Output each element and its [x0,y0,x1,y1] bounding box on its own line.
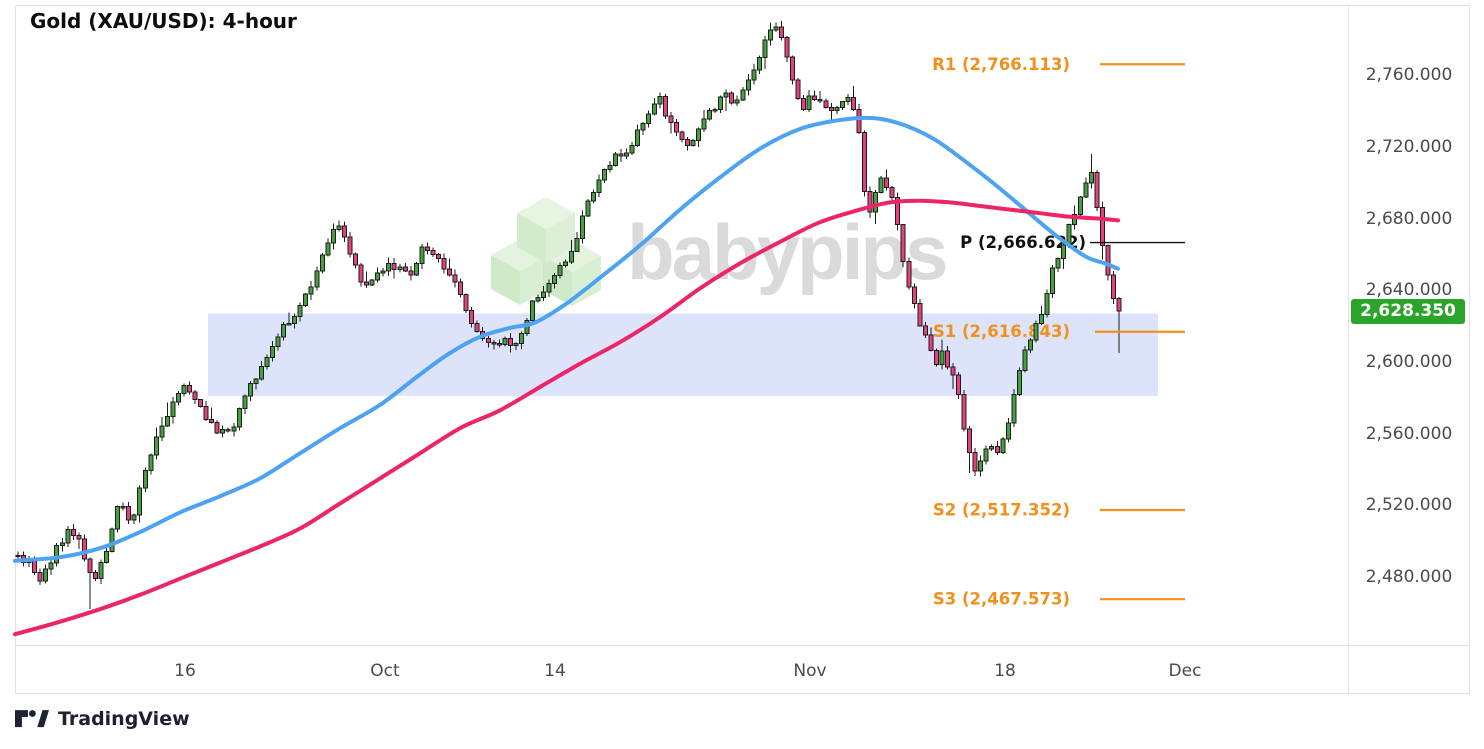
chart-frame [15,5,1470,694]
pivot-label-p: P (2,666.622) [960,233,1086,252]
y-tick-2480: 2,480.000 [1365,566,1453,587]
slow-ma-line [13,198,1120,637]
y-tick-2760: 2,760.000 [1365,65,1453,86]
y-tick-2600: 2,600.000 [1365,351,1453,372]
babypips-cubes-icon [491,197,601,306]
babypips-watermark: babypips [487,196,948,308]
pivot-label-s1: S1 (2,616.843) [933,322,1070,341]
price-axis-separator [1348,5,1349,694]
y-tick-2520: 2,520.000 [1365,495,1453,516]
x-label-18: 18 [994,661,1016,681]
pivot-label-s2: S2 (2,517.352) [933,500,1070,519]
chart-title: Gold (XAU/USD): 4-hour [30,9,297,33]
y-tick-2680: 2,680.000 [1365,208,1453,229]
y-tick-2640: 2,640.000 [1365,280,1453,301]
tradingview-brand-text: TradingView [58,708,190,730]
x-label-16: 16 [174,661,196,681]
y-tick-2560: 2,560.000 [1365,423,1453,444]
x-label-dec: Dec [1168,661,1202,681]
x-label-nov: Nov [793,661,827,681]
fast-ma-line [13,115,1120,563]
y-tick-2720: 2,720.000 [1365,136,1453,157]
tradingview-attribution: TradingView [15,708,190,730]
pivot-label-s3: S3 (2,467.573) [933,590,1070,609]
last-price-badge: 2,628.350 [1351,298,1465,324]
tradingview-logo-icon [15,710,49,728]
support-zone [208,313,1158,396]
candlestick-series [15,21,1122,610]
time-axis-separator [15,645,1470,646]
x-label-14: 14 [544,661,566,681]
pivot-label-r1: R1 (2,766.113) [932,55,1070,74]
babypips-watermark-text: babypips [627,208,948,296]
x-label-oct: Oct [370,661,400,681]
